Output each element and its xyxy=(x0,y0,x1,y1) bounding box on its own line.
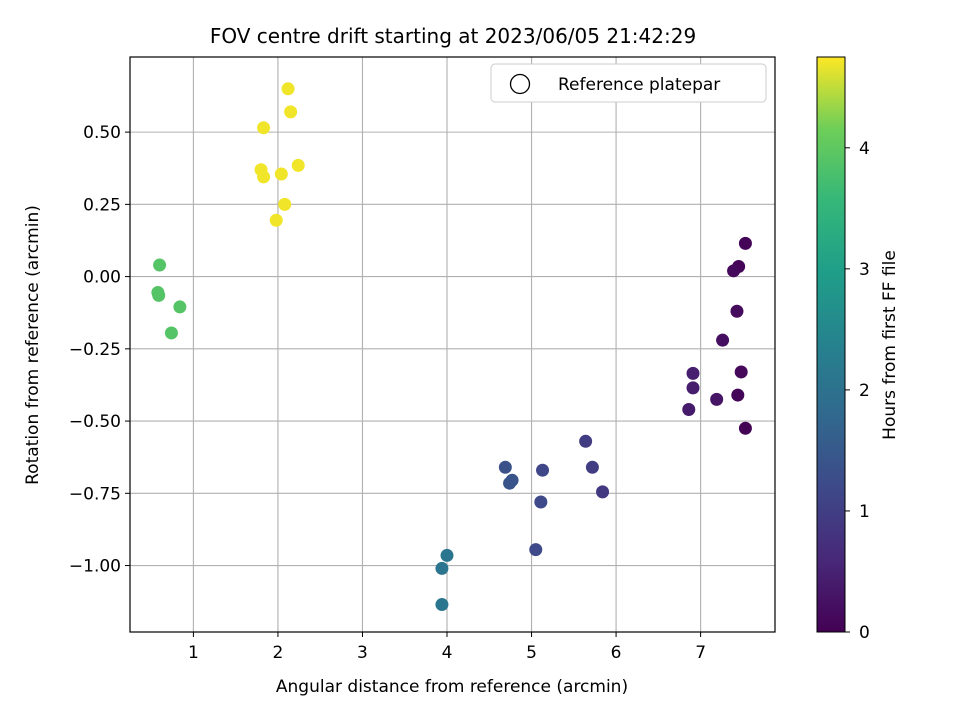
legend-entry-reference: Reference platepar xyxy=(558,75,720,95)
data-point xyxy=(440,548,454,562)
data-point xyxy=(435,561,449,575)
x-tick-label: 1 xyxy=(188,643,199,663)
data-point xyxy=(281,82,295,96)
legend-marker xyxy=(509,73,531,95)
y-tick-label: −1.00 xyxy=(69,557,121,577)
data-point xyxy=(498,460,512,474)
data-point xyxy=(738,421,752,435)
data-point xyxy=(164,326,178,340)
y-tick-label: −0.25 xyxy=(69,340,121,360)
colorbar-tick-label: 1 xyxy=(859,502,870,522)
data-point xyxy=(738,236,752,250)
y-tick-label: 0.25 xyxy=(83,195,121,215)
data-point xyxy=(727,264,741,278)
data-point xyxy=(536,463,550,477)
data-point xyxy=(529,543,543,557)
data-point xyxy=(596,485,610,499)
data-point xyxy=(152,288,166,302)
data-point xyxy=(686,381,700,395)
data-point xyxy=(173,300,187,314)
y-tick-label: 0.00 xyxy=(83,268,121,288)
colorbar-tick-label: 0 xyxy=(859,623,870,643)
colorbar-tick-label: 4 xyxy=(859,139,870,159)
colorbar-tick-label: 2 xyxy=(859,381,870,401)
data-point xyxy=(278,197,292,211)
data-point xyxy=(284,105,298,119)
data-point xyxy=(257,121,271,135)
data-point xyxy=(503,476,517,490)
data-point xyxy=(257,170,271,184)
x-tick-label: 7 xyxy=(695,643,706,663)
x-tick-label: 4 xyxy=(442,643,453,663)
x-tick-label: 6 xyxy=(611,643,622,663)
data-point xyxy=(269,213,283,227)
data-point xyxy=(585,460,599,474)
data-point xyxy=(734,365,748,379)
data-point xyxy=(435,598,449,612)
plot-frame xyxy=(129,56,776,633)
grid xyxy=(130,57,775,632)
data-point xyxy=(686,366,700,380)
data-point xyxy=(534,495,548,509)
chart-title: FOV centre drift starting at 2023/06/05 … xyxy=(210,24,696,48)
data-point xyxy=(579,434,593,448)
data-point xyxy=(274,167,288,181)
data-point xyxy=(730,304,744,318)
data-point xyxy=(153,258,167,272)
data-point xyxy=(731,388,745,402)
x-tick-label: 2 xyxy=(273,643,284,663)
data-point xyxy=(291,158,305,172)
colorbar-label: Hours from first FF file xyxy=(880,250,900,440)
y-tick-label: −0.75 xyxy=(69,484,121,504)
x-tick-label: 5 xyxy=(526,643,537,663)
y-tick-label: 0.50 xyxy=(83,123,121,143)
points xyxy=(151,82,752,612)
x-ticks: 1 2 3 4 5 6 7 xyxy=(188,632,706,663)
data-point xyxy=(710,392,724,406)
colorbar: 0 1 2 3 4 Hours from first FF file xyxy=(816,56,900,643)
y-tick-label: −0.50 xyxy=(69,412,121,432)
legend: Reference platepar xyxy=(490,63,767,103)
colorbar-tick-label: 3 xyxy=(859,260,870,280)
y-ticks: 0.50 0.25 0.00 −0.25 −0.50 −0.75 −1.00 xyxy=(69,123,130,577)
y-axis-label: Rotation from reference (arcmin) xyxy=(23,205,43,485)
colorbar-ticks: 0 1 2 3 4 xyxy=(845,139,870,643)
legend-box xyxy=(490,63,767,103)
x-axis-label: Angular distance from reference (arcmin) xyxy=(276,677,628,697)
colorbar-gradient xyxy=(816,56,846,633)
x-tick-label: 3 xyxy=(357,643,368,663)
data-point xyxy=(682,403,696,417)
data-point xyxy=(716,333,730,347)
